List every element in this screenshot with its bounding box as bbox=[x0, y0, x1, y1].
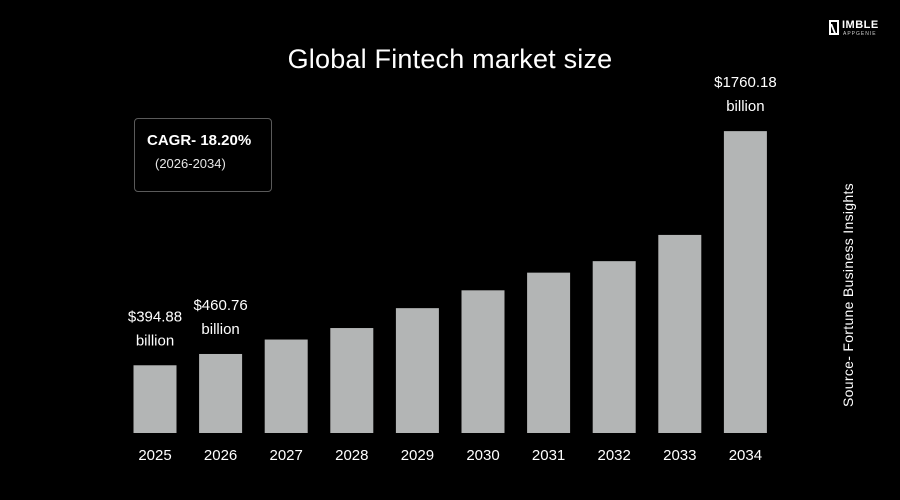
bar-2025 bbox=[133, 365, 177, 433]
bar-2028 bbox=[330, 328, 374, 433]
chart-title: Global Fintech market size bbox=[287, 44, 613, 74]
bar-2032 bbox=[592, 261, 636, 433]
x-tick-label: 2026 bbox=[204, 447, 237, 464]
x-tick-label: 2034 bbox=[729, 447, 762, 464]
bar-2033 bbox=[658, 234, 702, 433]
data-label-unit: billion bbox=[201, 321, 239, 338]
bar-2026 bbox=[199, 353, 243, 433]
logo-tagline: APPGENIE bbox=[843, 31, 877, 37]
x-tick-label: 2032 bbox=[598, 447, 631, 464]
data-label-value: $394.88 bbox=[128, 308, 182, 325]
cagr-value: CAGR- 18.20% bbox=[147, 132, 252, 149]
bar-2030 bbox=[461, 290, 505, 433]
x-tick-label: 2028 bbox=[335, 447, 368, 464]
nimble-n-logo-icon bbox=[829, 20, 839, 35]
data-label-unit: billion bbox=[136, 332, 174, 349]
logo-wordmark: IMBLE bbox=[842, 19, 879, 31]
x-tick-label: 2031 bbox=[532, 447, 565, 464]
data-label-value: $460.76 bbox=[193, 297, 247, 314]
cagr-period: (2026-2034) bbox=[155, 156, 226, 171]
cagr-note-box: CAGR- 18.20% (2026-2034) bbox=[134, 118, 272, 192]
source-note: Source- Fortune Business Insights bbox=[840, 183, 856, 407]
x-tick-label: 2029 bbox=[401, 447, 434, 464]
data-label-value: $1760.18 bbox=[714, 74, 777, 91]
bar-2031 bbox=[527, 272, 571, 433]
x-tick-label: 2025 bbox=[138, 447, 171, 464]
data-label-unit: billion bbox=[726, 98, 764, 115]
bar-2029 bbox=[395, 308, 439, 433]
bar-2027 bbox=[264, 339, 308, 433]
x-tick-label: 2027 bbox=[270, 447, 303, 464]
x-tick-label: 2033 bbox=[663, 447, 696, 464]
bar-2034 bbox=[723, 131, 767, 433]
x-tick-label: 2030 bbox=[466, 447, 499, 464]
brand-logo: IMBLE APPGENIE bbox=[829, 19, 887, 39]
